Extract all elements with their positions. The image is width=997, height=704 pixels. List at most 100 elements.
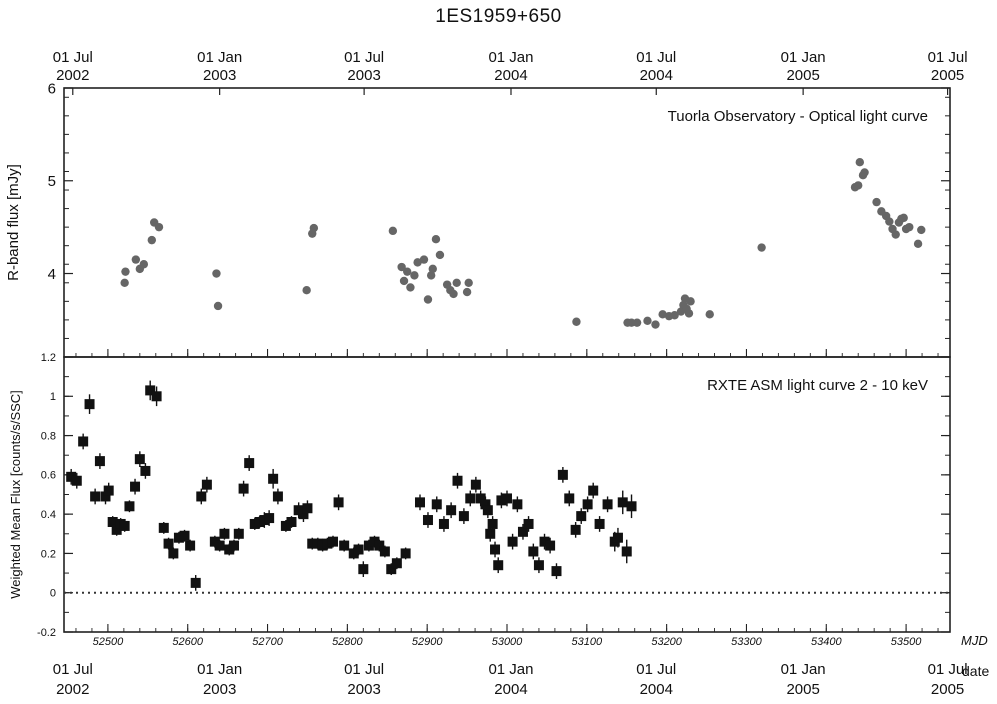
xray-data-point [626,501,637,512]
xray-data-point [71,475,82,486]
xray-data-point [151,391,162,402]
panel-frame [63,87,951,358]
xray-data-point [490,544,501,555]
optical-data-point [147,235,157,245]
xray-data-point [353,544,364,555]
panel-annotation: RXTE ASM light curve 2 - 10 keV [707,377,928,394]
xray-data-point [90,491,101,502]
optical-data-point [406,283,415,292]
y-tick-label: 5 [48,173,56,190]
y-tick-label: 0.4 [41,509,56,521]
xray-data-point [268,473,279,484]
y-tick-label: 0 [50,588,56,600]
xray-data-point [302,503,313,514]
xray-data-point [621,546,632,557]
top-date-month: 01 Jul [636,49,676,66]
optical-data-point [464,278,473,287]
xray-data-point [229,540,240,551]
xray-data-point [517,526,528,537]
optical-data-point [403,267,412,276]
optical-data-point [658,310,667,319]
y-tick-label: 0.8 [41,430,56,442]
xray-data-point [333,497,344,508]
xray-data-point [379,546,390,557]
xray-data-point [512,499,523,510]
bottom-date-month: 01 Jan [197,661,242,678]
xray-data-point [551,566,562,577]
optical-data-point [397,262,406,272]
xray-data-point [264,513,275,524]
xray-data-point [414,497,425,508]
bottom-date-month: 01 Jul [344,661,384,678]
optical-data-point [651,320,660,329]
top-date-year: 2005 [786,67,819,84]
xray-data-point [196,491,207,502]
bottom-date-year: 2004 [640,681,673,698]
xray-data-point [485,528,496,539]
top-date-month: 01 Jan [488,49,533,66]
xray-data-point [66,471,77,482]
xray-data-point [617,497,628,508]
xray-data-point [173,532,184,543]
optical-data-point [643,316,652,326]
optical-data-point [705,310,714,319]
xray-data-point [107,517,118,527]
optical-data-point [686,297,695,306]
xray-data-point [163,538,174,549]
top-date-month: 01 Jan [197,49,242,66]
optical-data-point [428,264,437,274]
xray-data-point [438,518,449,529]
xray-data-point [307,538,318,549]
xray-data-point [280,520,291,531]
xray-data-point [214,540,225,551]
bottom-date-year: 2002 [56,681,89,698]
xray-data-point [480,499,491,510]
optical-data-point [154,222,164,232]
xray-data-point [564,493,575,504]
top-date-year: 2003 [347,67,380,84]
xray-panel: -0.2 0 0.2 0.4 0.6 0.8 1 1.2 Weighted Mean Flux … [8,352,951,639]
y-axis-label: Weighted Mean Flux [counts/s/SSC] [8,390,23,599]
optical-data-point [449,289,458,299]
optical-data-point [419,255,429,264]
optical-data-point [388,226,398,236]
xray-data-point [190,577,201,588]
optical-data-point [431,234,441,244]
xray-data-point [201,479,212,490]
xray-data-point [272,491,283,502]
optical-data-point [899,213,908,223]
optical-data-point [452,278,461,287]
xray-data-point [386,564,397,575]
top-date-month: 01 Jan [781,49,826,66]
bottom-date-year: 2003 [347,681,380,698]
xray-data-point [244,458,255,469]
xray-data-point [482,505,493,516]
optical-data-point [917,225,926,235]
xray-data-point [588,485,599,496]
y-tick-label: 4 [48,266,56,283]
xray-data-point [452,475,463,486]
xray-data-point [327,536,338,547]
xray-data-point [94,456,105,467]
xray-data-point [103,485,114,496]
optical-data-point [399,276,409,286]
optical-data-point [913,239,923,249]
xray-data-point [286,517,297,527]
xray-data-point [422,515,433,526]
xray-data-point [557,469,568,480]
y-tick-label: 1 [50,391,56,403]
bottom-date-month: 01 Jan [781,661,826,678]
optical-data-point [632,318,642,327]
mjd-tick-label: 53300 [731,636,762,648]
mjd-tick-label: 52600 [172,636,203,648]
xray-data-point [533,560,544,571]
xray-data-point [100,491,111,502]
xray-data-point [233,528,244,539]
xray-data-point [470,479,481,490]
mjd-tick-label: 53000 [492,636,523,648]
bottom-date-year: 2003 [203,681,236,698]
xray-data-point [374,540,385,551]
y-tick-label: -0.2 [37,627,56,639]
optical-data-point [670,311,679,320]
